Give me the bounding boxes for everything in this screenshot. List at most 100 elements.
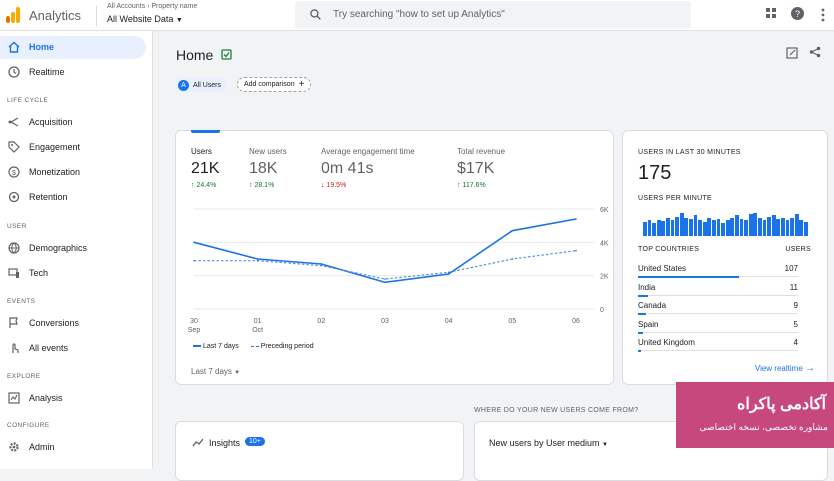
customize-icon[interactable]	[786, 47, 798, 59]
metric-label: Users	[191, 147, 212, 156]
watermark-banner: آکادمی پاکراه مشاوره تخصصی، نسخه اختصاصی	[676, 382, 834, 448]
view-realtime-link[interactable]: View realtime →	[754, 363, 815, 374]
nav-engagement[interactable]: Engagement	[0, 136, 146, 159]
y-tick-label: 2K	[600, 274, 609, 281]
metric-value: 0m 41s	[321, 160, 374, 177]
help-icon[interactable]: ?	[791, 7, 804, 20]
per-minute-bar	[702, 221, 707, 236]
data-point	[511, 229, 514, 232]
search-bar[interactable]: Try searching "how to set up Analytics"	[295, 1, 691, 29]
data-point	[575, 218, 577, 220]
per-minute-bar	[689, 219, 693, 236]
flag-icon	[9, 317, 18, 328]
line-chart: 0 2K 4K 6K 30 Sep 01 Oct 02 03 04 05 06	[188, 207, 609, 334]
country-row[interactable]: Spain 5	[638, 320, 798, 334]
nav-home[interactable]: Home	[0, 36, 146, 59]
metric-label: Total revenue	[457, 147, 506, 156]
metric-delta: ↑ 28.1%	[249, 182, 275, 189]
nav-retention[interactable]: Retention	[0, 186, 146, 209]
nav-tech-label: Tech	[29, 268, 49, 278]
per-minute-bar	[739, 219, 744, 236]
country-row[interactable]: United Kingdom 4	[638, 338, 798, 352]
data-point	[447, 271, 450, 274]
per-minute-chart	[643, 210, 808, 236]
data-point	[256, 258, 259, 260]
watermark-title: آکادمی پاکراه	[736, 396, 826, 413]
active-metric-indicator	[191, 130, 220, 133]
metric-delta: ↓ 19.5%	[321, 182, 347, 189]
more-vert-icon[interactable]	[818, 8, 828, 22]
add-comparison-button[interactable]: Add comparison +	[237, 77, 312, 92]
per-minute-bar	[776, 219, 781, 236]
nav-all-events[interactable]: All events	[0, 337, 146, 360]
account-breadcrumb[interactable]: All Accounts › Property name	[107, 3, 198, 10]
nav-conversions[interactable]: Conversions	[0, 312, 146, 335]
retention-icon	[8, 191, 20, 203]
metric-1[interactable]: New users 18K ↑ 28.1%	[249, 147, 287, 189]
per-minute-bar	[675, 216, 679, 236]
per-minute-bar	[666, 217, 670, 236]
per-minute-bar	[693, 215, 698, 236]
country-row[interactable]: Canada 9	[638, 301, 798, 315]
property-selector[interactable]: All Website Data ▼	[107, 14, 183, 24]
touch-icon	[12, 343, 19, 353]
country-bar	[638, 294, 648, 297]
per-minute-bar	[748, 213, 753, 236]
per-minute-bar	[725, 220, 730, 236]
nav-analysis[interactable]: Analysis	[0, 387, 146, 410]
metric-2[interactable]: Average engagement time 0m 41s ↓ 19.5%	[321, 147, 415, 189]
nav-demographics[interactable]: Demographics	[0, 237, 146, 260]
metric-delta: ↑ 24.4%	[191, 182, 217, 189]
series-line-0	[193, 218, 577, 284]
nav-retention-label: Retention	[29, 192, 68, 202]
country-row[interactable]: India 11	[638, 282, 798, 297]
analytics-logo[interactable]	[6, 7, 20, 23]
new-users-dimension-selector[interactable]: New users by User medium ▼	[489, 438, 608, 448]
per-minute-bar	[758, 217, 762, 236]
metric-value: 21K	[191, 160, 220, 177]
country-users: 11	[789, 282, 798, 292]
x-tick-label: 06	[572, 318, 580, 325]
nav-engagement-label: Engagement	[29, 142, 81, 152]
metric-3[interactable]: Total revenue $17K ↑ 117.6%	[457, 147, 505, 189]
new-users-section-title: WHERE DO YOUR NEW USERS COME FROM?	[474, 407, 639, 414]
verified-icon	[221, 49, 232, 60]
per-minute-bar	[652, 223, 656, 236]
per-minute-bar	[670, 220, 675, 236]
per-minute-bar	[656, 219, 661, 236]
x-tick-label: 05	[508, 318, 516, 325]
country-users: 107	[784, 264, 798, 273]
metric-label: Average engagement time	[321, 147, 415, 156]
arrow-right-icon: →	[805, 363, 815, 374]
country-name: India	[638, 282, 656, 292]
share-icon[interactable]	[809, 46, 821, 58]
nav-admin[interactable]: Admin	[0, 436, 146, 459]
section-user: USER	[7, 223, 27, 230]
apps-grid-icon[interactable]	[766, 8, 776, 18]
per-minute-bar	[771, 215, 776, 236]
nav-tech[interactable]: Tech	[0, 262, 146, 285]
analysis-icon	[8, 392, 20, 404]
insights-label: Insights	[209, 438, 241, 448]
add-comparison-label: Add comparison	[244, 81, 295, 88]
per-minute-bar	[712, 220, 716, 236]
nav-demographics-label: Demographics	[29, 243, 88, 253]
x-tick-label: 04	[445, 318, 453, 325]
nav-acquisition[interactable]: Acquisition	[0, 111, 146, 134]
chart-legend: Last 7 days Preceding period	[193, 343, 314, 350]
realtime-card: USERS IN LAST 30 MINUTES 175 USERS PER M…	[622, 130, 828, 385]
data-point	[575, 249, 577, 252]
country-name: Canada	[638, 301, 667, 310]
y-tick-label: 4K	[600, 240, 609, 247]
svg-text:$: $	[12, 170, 16, 177]
x-tick-label: Sep	[188, 327, 201, 334]
x-tick-label: 01	[254, 318, 262, 325]
date-range-selector[interactable]: Last 7 days ▼	[191, 367, 241, 376]
nav-monetization[interactable]: $ Monetization	[0, 161, 146, 184]
section-configure: CONFIGURE	[7, 422, 50, 429]
country-row[interactable]: United States 107	[638, 264, 798, 278]
all-users-chip[interactable]: A All Users	[176, 78, 228, 92]
all-users-label: All Users	[193, 81, 222, 89]
metric-0[interactable]: Users 21K ↑ 24.4%	[191, 147, 219, 189]
nav-realtime[interactable]: Realtime	[0, 61, 146, 84]
